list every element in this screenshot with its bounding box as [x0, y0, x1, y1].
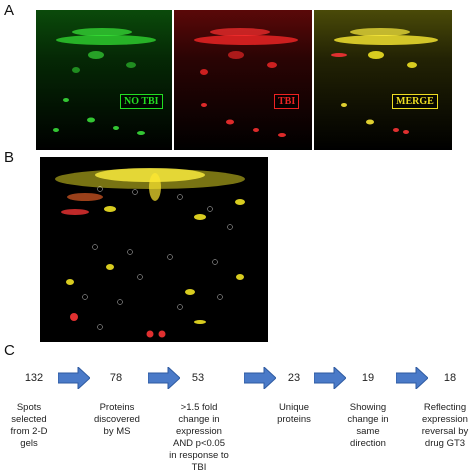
flow-desc-same-direction: Showing change in same direction	[347, 402, 389, 449]
gel-no-tbi-image	[36, 10, 172, 150]
gel-no-tbi: NO TBI	[36, 10, 172, 150]
gel-annotated-image	[40, 157, 268, 342]
gel-tbi-image	[174, 10, 312, 150]
flow-count-same-direction: 19	[361, 372, 375, 384]
gel-tbi: TBI	[174, 10, 312, 150]
gel-label-merge: MERGE	[392, 94, 438, 109]
gel-label-no-tbi: NO TBI	[120, 94, 163, 109]
flow-desc-reversal: Reflecting expression reversal by drug G…	[421, 402, 469, 449]
gel-merge: MERGE	[314, 10, 452, 150]
panel-c-letter: C	[4, 342, 15, 359]
flow-desc-spots: Spots selected from 2-D gels	[10, 402, 48, 449]
flow-arrow-2	[148, 367, 180, 389]
flow-count-fold-change: 53	[191, 372, 205, 384]
panel-a-letter: A	[4, 2, 15, 19]
gel-annotated	[40, 157, 268, 342]
flow-arrow-1	[58, 367, 90, 389]
flow-arrow-5	[396, 367, 428, 389]
panel-b-letter: B	[4, 149, 15, 166]
flow-count-reversal: 18	[443, 372, 457, 384]
flow-desc-unique: Unique proteins	[277, 402, 311, 425]
flow-count-spots: 132	[24, 372, 44, 384]
gel-merge-image	[314, 10, 452, 150]
flow-desc-proteins: Proteins discovered by MS	[94, 402, 140, 437]
gel-label-tbi: TBI	[274, 94, 300, 109]
flow-desc-fold-change: >1.5 fold change in expression AND p<0.0…	[169, 402, 229, 473]
flow-arrow-4	[314, 367, 346, 389]
flow-count-unique: 23	[287, 372, 301, 384]
flow-count-proteins: 78	[109, 372, 123, 384]
flow-arrow-3	[244, 367, 276, 389]
